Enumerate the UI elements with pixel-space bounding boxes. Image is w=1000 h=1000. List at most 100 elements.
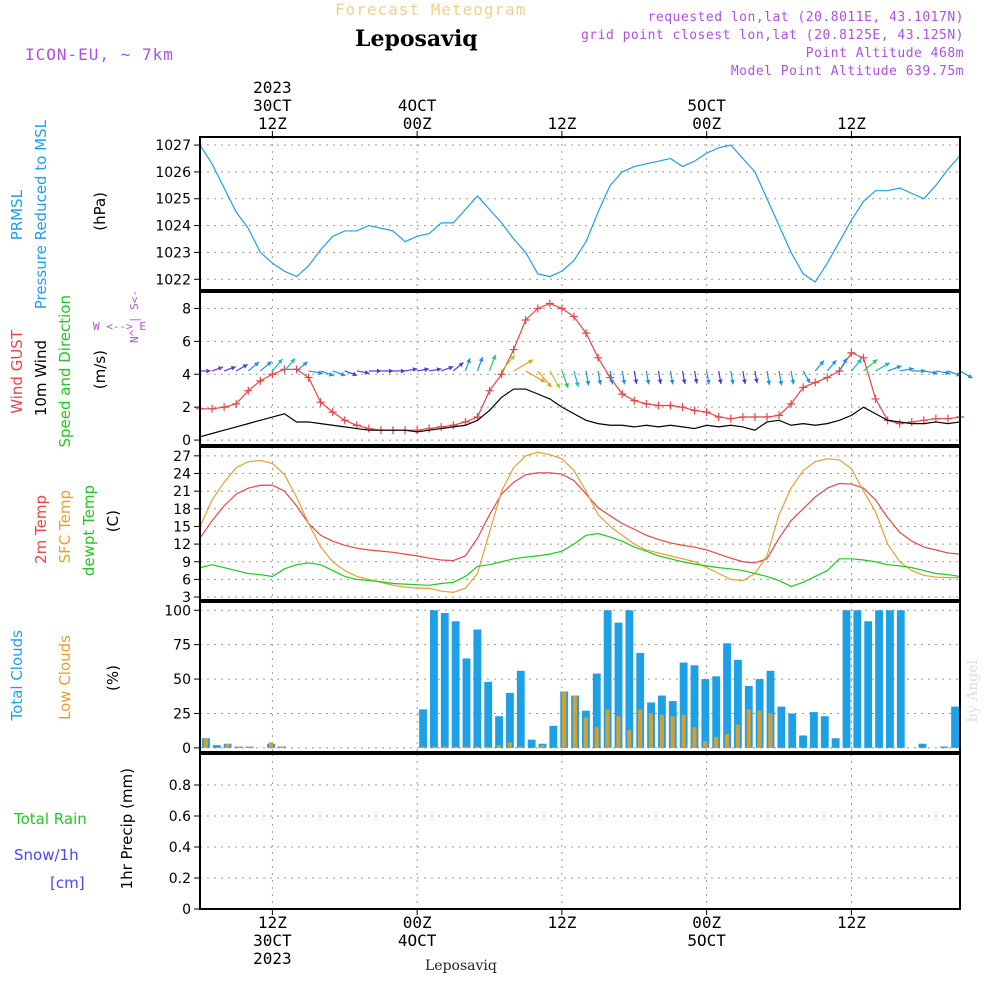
bar-total-clouds: [527, 739, 536, 748]
ytick-label-temp: 12: [173, 537, 191, 553]
bar-low-clouds: [225, 743, 230, 748]
gust-marker: [497, 370, 506, 379]
bar-total-clouds: [788, 713, 797, 748]
compass-ns: N^ | S<-: [128, 290, 141, 343]
bar-total-clouds: [603, 610, 612, 748]
time-label-top: 4OCT: [398, 96, 437, 115]
label-pressure-desc: Pressure Reduced to MSL: [32, 120, 50, 310]
bar-total-clouds: [549, 725, 558, 748]
gust-marker: [618, 390, 627, 398]
bar-total-clouds: [864, 621, 873, 748]
bar-total-clouds: [484, 681, 493, 748]
wind-arrowhead: [528, 359, 534, 365]
gust-marker: [931, 414, 940, 423]
wind-arrowhead: [819, 360, 824, 366]
bar-low-clouds: [485, 746, 491, 748]
time-label-top: 12Z: [258, 114, 287, 133]
time-label-top: 12Z: [547, 114, 576, 133]
series-line-wind-gust: [200, 302, 961, 431]
wind-arrowhead: [466, 358, 471, 364]
wind-arrowhead: [546, 382, 552, 388]
wind-arrowhead: [302, 361, 308, 367]
wind-arrowhead: [436, 367, 442, 372]
series-line-10m-wind: [199, 388, 961, 438]
bar-total-clouds: [473, 629, 482, 748]
bar-low-clouds: [703, 740, 708, 748]
gust-marker: [256, 376, 265, 385]
bar-low-clouds: [247, 746, 252, 748]
bar-total-clouds: [734, 659, 742, 748]
bar-low-clouds: [518, 746, 523, 748]
gust-marker: [582, 329, 591, 338]
bar-low-clouds: [464, 746, 469, 748]
bar-low-clouds: [637, 709, 643, 748]
gust-marker: [244, 386, 253, 395]
gust-marker: [666, 401, 675, 410]
gust-marker: [413, 426, 422, 435]
time-label-top: 5OCT: [687, 96, 726, 115]
wind-arrowhead: [585, 380, 591, 386]
ytick-label-cloud: 25: [173, 706, 191, 722]
ytick-label-precip: 0.4: [169, 840, 191, 856]
wind-arrowhead: [206, 368, 211, 374]
gust-marker: [895, 419, 904, 428]
label-sfc-temp: SFC Temp: [56, 490, 74, 564]
gust-marker: [449, 421, 458, 430]
wind-arrowhead: [742, 379, 747, 384]
wind-arrowhead: [633, 379, 639, 384]
time-label-bottom: 12Z: [547, 913, 576, 932]
gust-marker: [907, 417, 916, 426]
wind-arrowhead: [645, 379, 651, 385]
bar-total-clouds: [462, 658, 471, 748]
wind-arrowhead: [805, 378, 811, 384]
bar-total-clouds: [820, 716, 829, 748]
gust-marker: [919, 416, 928, 425]
gust-marker: [220, 403, 229, 412]
panel-frame-cloud: [199, 601, 961, 753]
wind-arrowhead: [657, 379, 663, 384]
gust-marker: [847, 348, 856, 357]
gust-marker: [859, 353, 868, 362]
gust-marker: [823, 373, 832, 382]
series-line-prmsl: [199, 144, 961, 283]
wind-arrowhead: [717, 379, 723, 384]
wind-arrowhead: [932, 370, 938, 375]
wind-arrowhead: [218, 366, 223, 371]
wind-arrowhead: [753, 378, 759, 384]
ytick-label-cloud: 0: [182, 741, 191, 757]
wind-arrowhead: [352, 371, 358, 377]
wind-arrowhead: [230, 365, 236, 371]
gust-marker: [787, 399, 796, 408]
gust-marker: [775, 411, 784, 420]
bar-low-clouds: [442, 746, 447, 748]
gust-marker: [726, 414, 735, 423]
wind-arrowhead: [766, 380, 772, 386]
bar-total-clouds: [712, 676, 721, 748]
wind-arrowhead: [478, 357, 484, 363]
time-label-bottom: 30CT: [253, 931, 292, 950]
wind-arrowhead: [458, 362, 464, 368]
bar-total-clouds: [451, 621, 460, 748]
label-pressure-unit: (hPa): [91, 192, 109, 231]
bar-total-clouds: [951, 706, 959, 748]
ytick-label-pressure: 1024: [155, 219, 191, 235]
gust-marker: [557, 304, 566, 313]
bar-low-clouds: [268, 742, 274, 748]
wind-arrowhead: [967, 373, 973, 379]
wind-arrowhead: [277, 359, 283, 364]
wind-arrowhead: [884, 362, 890, 368]
ytick-label-pressure: 1026: [155, 165, 191, 181]
panel-frame-precip: [199, 753, 961, 910]
gust-marker: [835, 366, 844, 375]
bar-total-clouds: [419, 709, 427, 748]
gust-marker: [485, 386, 494, 395]
gust-marker: [594, 353, 603, 362]
wind-arrowhead: [730, 379, 735, 385]
ytick-label-pressure: 1025: [155, 192, 191, 208]
label-prmsl: PRMSL: [8, 190, 26, 241]
time-label-bottom: 00Z: [692, 913, 721, 932]
label-10m-wind: 10m Wind: [32, 340, 50, 417]
gust-marker: [521, 315, 530, 324]
bar-total-clouds: [723, 643, 731, 748]
wind-arrowhead: [778, 380, 784, 386]
